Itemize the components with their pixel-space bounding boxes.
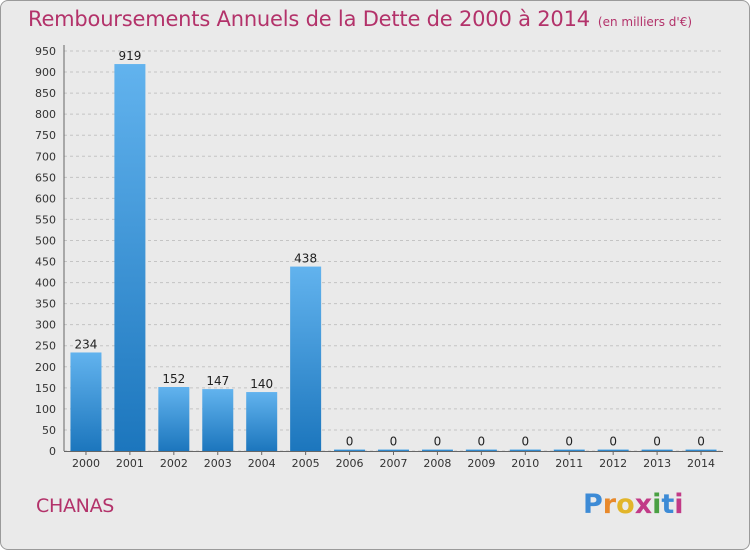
data-label-2009: 0	[478, 435, 486, 449]
x-tick-label-2009: 2009	[467, 457, 495, 470]
data-label-2013: 0	[653, 435, 661, 449]
y-tick-label: 700	[35, 150, 56, 163]
y-tick-label: 600	[35, 192, 56, 205]
bar-2010	[509, 449, 541, 451]
y-tick-label: 850	[35, 87, 56, 100]
x-tick-label-2007: 2007	[380, 457, 408, 470]
data-labels: 234 919 152 147 140 438 0 0 0 0 0 0 0 0 0	[75, 49, 705, 448]
data-label-2005: 438	[294, 252, 317, 266]
y-tick-label: 500	[35, 234, 56, 247]
x-tick-label-2003: 2003	[204, 457, 232, 470]
y-tick-label: 250	[35, 340, 56, 353]
y-tick-label: 300	[35, 319, 56, 332]
data-label-2010: 0	[521, 435, 529, 449]
bar-2009	[465, 449, 497, 451]
x-tick-label-2005: 2005	[292, 457, 320, 470]
y-tick-label: 150	[35, 382, 56, 395]
x-tick-label-2010: 2010	[511, 457, 539, 470]
y-tick-label: 0	[49, 445, 56, 458]
bar-2005	[290, 266, 322, 451]
data-label-2012: 0	[609, 435, 617, 449]
bar-2007	[378, 449, 409, 451]
x-tick-label-2001: 2001	[116, 457, 144, 470]
x-tick-label-2008: 2008	[423, 457, 451, 470]
y-tick-label: 200	[35, 361, 56, 374]
bar-2012	[597, 449, 629, 451]
data-label-2006: 0	[346, 435, 354, 449]
x-tick-label-2014: 2014	[687, 457, 715, 470]
y-tick-label: 350	[35, 298, 56, 311]
x-tick-label-2011: 2011	[555, 457, 583, 470]
unit-note: (en milliers d'€)	[597, 15, 693, 29]
bar-2000	[70, 352, 102, 451]
data-label-2004: 140	[250, 377, 273, 391]
bar-2004	[246, 392, 278, 451]
data-label-2007: 0	[390, 435, 398, 449]
data-label-2002: 152	[162, 372, 185, 386]
data-label-2008: 0	[434, 435, 442, 449]
data-label-2001: 919	[118, 49, 141, 63]
data-label-2014: 0	[697, 435, 705, 449]
bar-2008	[421, 449, 453, 451]
bar-2006	[334, 449, 366, 451]
y-tick-label: 550	[35, 213, 56, 226]
y-tick-label: 50	[42, 424, 56, 437]
y-tick-label: 100	[35, 403, 56, 416]
data-label-2000: 234	[75, 337, 98, 351]
bar-2011	[553, 449, 585, 451]
y-tick-label: 650	[35, 171, 56, 184]
x-tick-label-2012: 2012	[599, 457, 627, 470]
y-tick-label: 800	[35, 108, 56, 121]
chart-title: Remboursements Annuels de la Dette de 20…	[28, 7, 692, 31]
x-tick-label-2000: 2000	[72, 457, 100, 470]
x-tick-label-2013: 2013	[643, 457, 671, 470]
bar-2014	[685, 449, 717, 451]
chart-title-text: Remboursements Annuels de la Dette de 20…	[28, 7, 590, 31]
axes: 0 50 100 150 200 250 300 350 400 450 500 550 600 650 7…	[35, 45, 723, 470]
bar-2003	[202, 389, 234, 451]
y-tick-label: 750	[35, 129, 56, 142]
bar-2013	[641, 449, 673, 451]
data-label-2003: 147	[206, 374, 229, 388]
x-tick-label-2006: 2006	[336, 457, 364, 470]
proxiti-logo: Proxiti	[583, 489, 684, 520]
y-tick-label: 450	[35, 256, 56, 269]
y-tick-label: 400	[35, 277, 56, 290]
bar-2001	[114, 64, 146, 452]
y-tick-label: 950	[35, 45, 56, 58]
bars	[70, 64, 717, 452]
bar-2002	[158, 387, 190, 451]
data-label-2011: 0	[565, 435, 573, 449]
x-tick-label-2004: 2004	[248, 457, 276, 470]
x-tick-label-2002: 2002	[160, 457, 188, 470]
commune-name: CHANAS	[36, 495, 115, 517]
y-tick-label: 900	[35, 66, 56, 79]
